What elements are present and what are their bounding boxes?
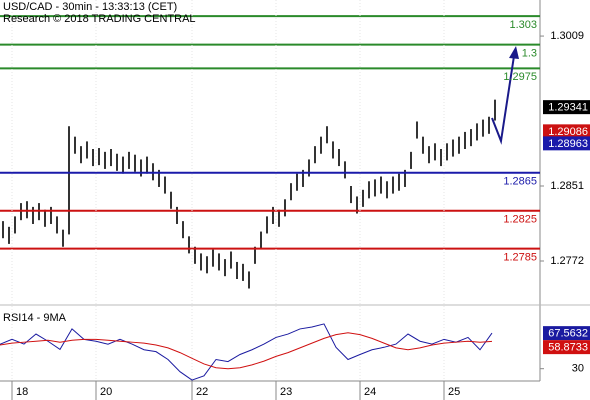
chart-title: USD/CAD - 30min - 13:33:13 (CET) [3,1,177,13]
plot-layer [0,0,540,381]
price-tag-box [543,136,590,151]
price-tag-box [543,340,590,355]
x-tick-label: 23 [280,386,292,398]
level-label: 1.2975 [503,71,537,83]
y-tick-label: 30 [572,363,584,375]
x-tick-label: 24 [364,386,376,398]
price-tag: 67.5632 [548,328,588,340]
price-tag: 1.29341 [548,102,588,114]
price-tag: 58.8733 [548,342,588,354]
x-tick-label: 18 [16,386,28,398]
forecast-arrow [491,55,515,145]
level-label: 1.2825 [503,214,537,226]
x-tick-label: 22 [196,386,208,398]
y-tick-label: 1.2772 [550,255,584,267]
price-tag-box [543,326,590,341]
chart-subtitle: Research © 2018 TRADING CENTRAL [3,13,196,25]
rsi-title: RSI14 - 9MA [3,312,67,324]
price-tag: 1.29086 [548,126,588,138]
price-tag: 1.28963 [548,138,588,150]
rsi-line [0,323,493,381]
price-tag-box [543,124,590,139]
rsi-line [0,332,493,370]
price-tag-box [543,100,590,115]
level-label: 1.3 [522,48,537,60]
level-label: 1.2785 [503,252,537,264]
y-tick-label: 1.2851 [550,180,584,192]
forecast-arrowhead [509,46,519,59]
x-tick-label: 20 [100,386,112,398]
y-tick-label: 1.3009 [550,30,584,42]
level-label: 1.2865 [503,176,537,188]
x-tick-label: 25 [448,386,460,398]
level-label: 1.303 [509,19,537,31]
